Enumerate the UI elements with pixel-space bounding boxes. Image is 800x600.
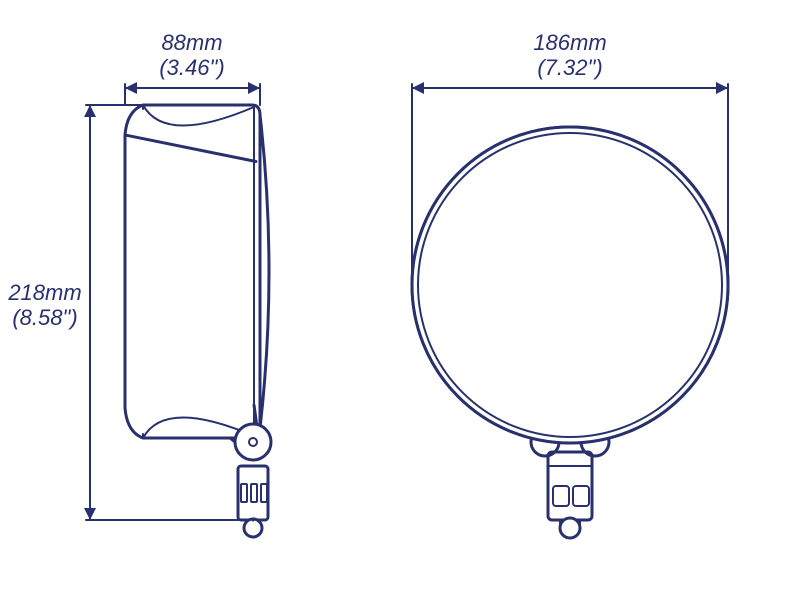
front-view: 186mm(7.32") bbox=[412, 30, 728, 538]
dim-diameter-mm: 186mm bbox=[533, 30, 606, 55]
dim-height-in: (8.58") bbox=[12, 305, 77, 330]
dim-depth-in: (3.46") bbox=[159, 55, 224, 80]
side-view: 88mm(3.46") 218mm(8.58") bbox=[7, 30, 271, 537]
technical-drawing: 88mm(3.46") 218mm(8.58") 186mm(7.32") bbox=[0, 0, 800, 600]
dim-diameter-in: (7.32") bbox=[537, 55, 602, 80]
dim-depth-mm: 88mm bbox=[161, 30, 222, 55]
dim-height-mm: 218mm bbox=[7, 280, 81, 305]
